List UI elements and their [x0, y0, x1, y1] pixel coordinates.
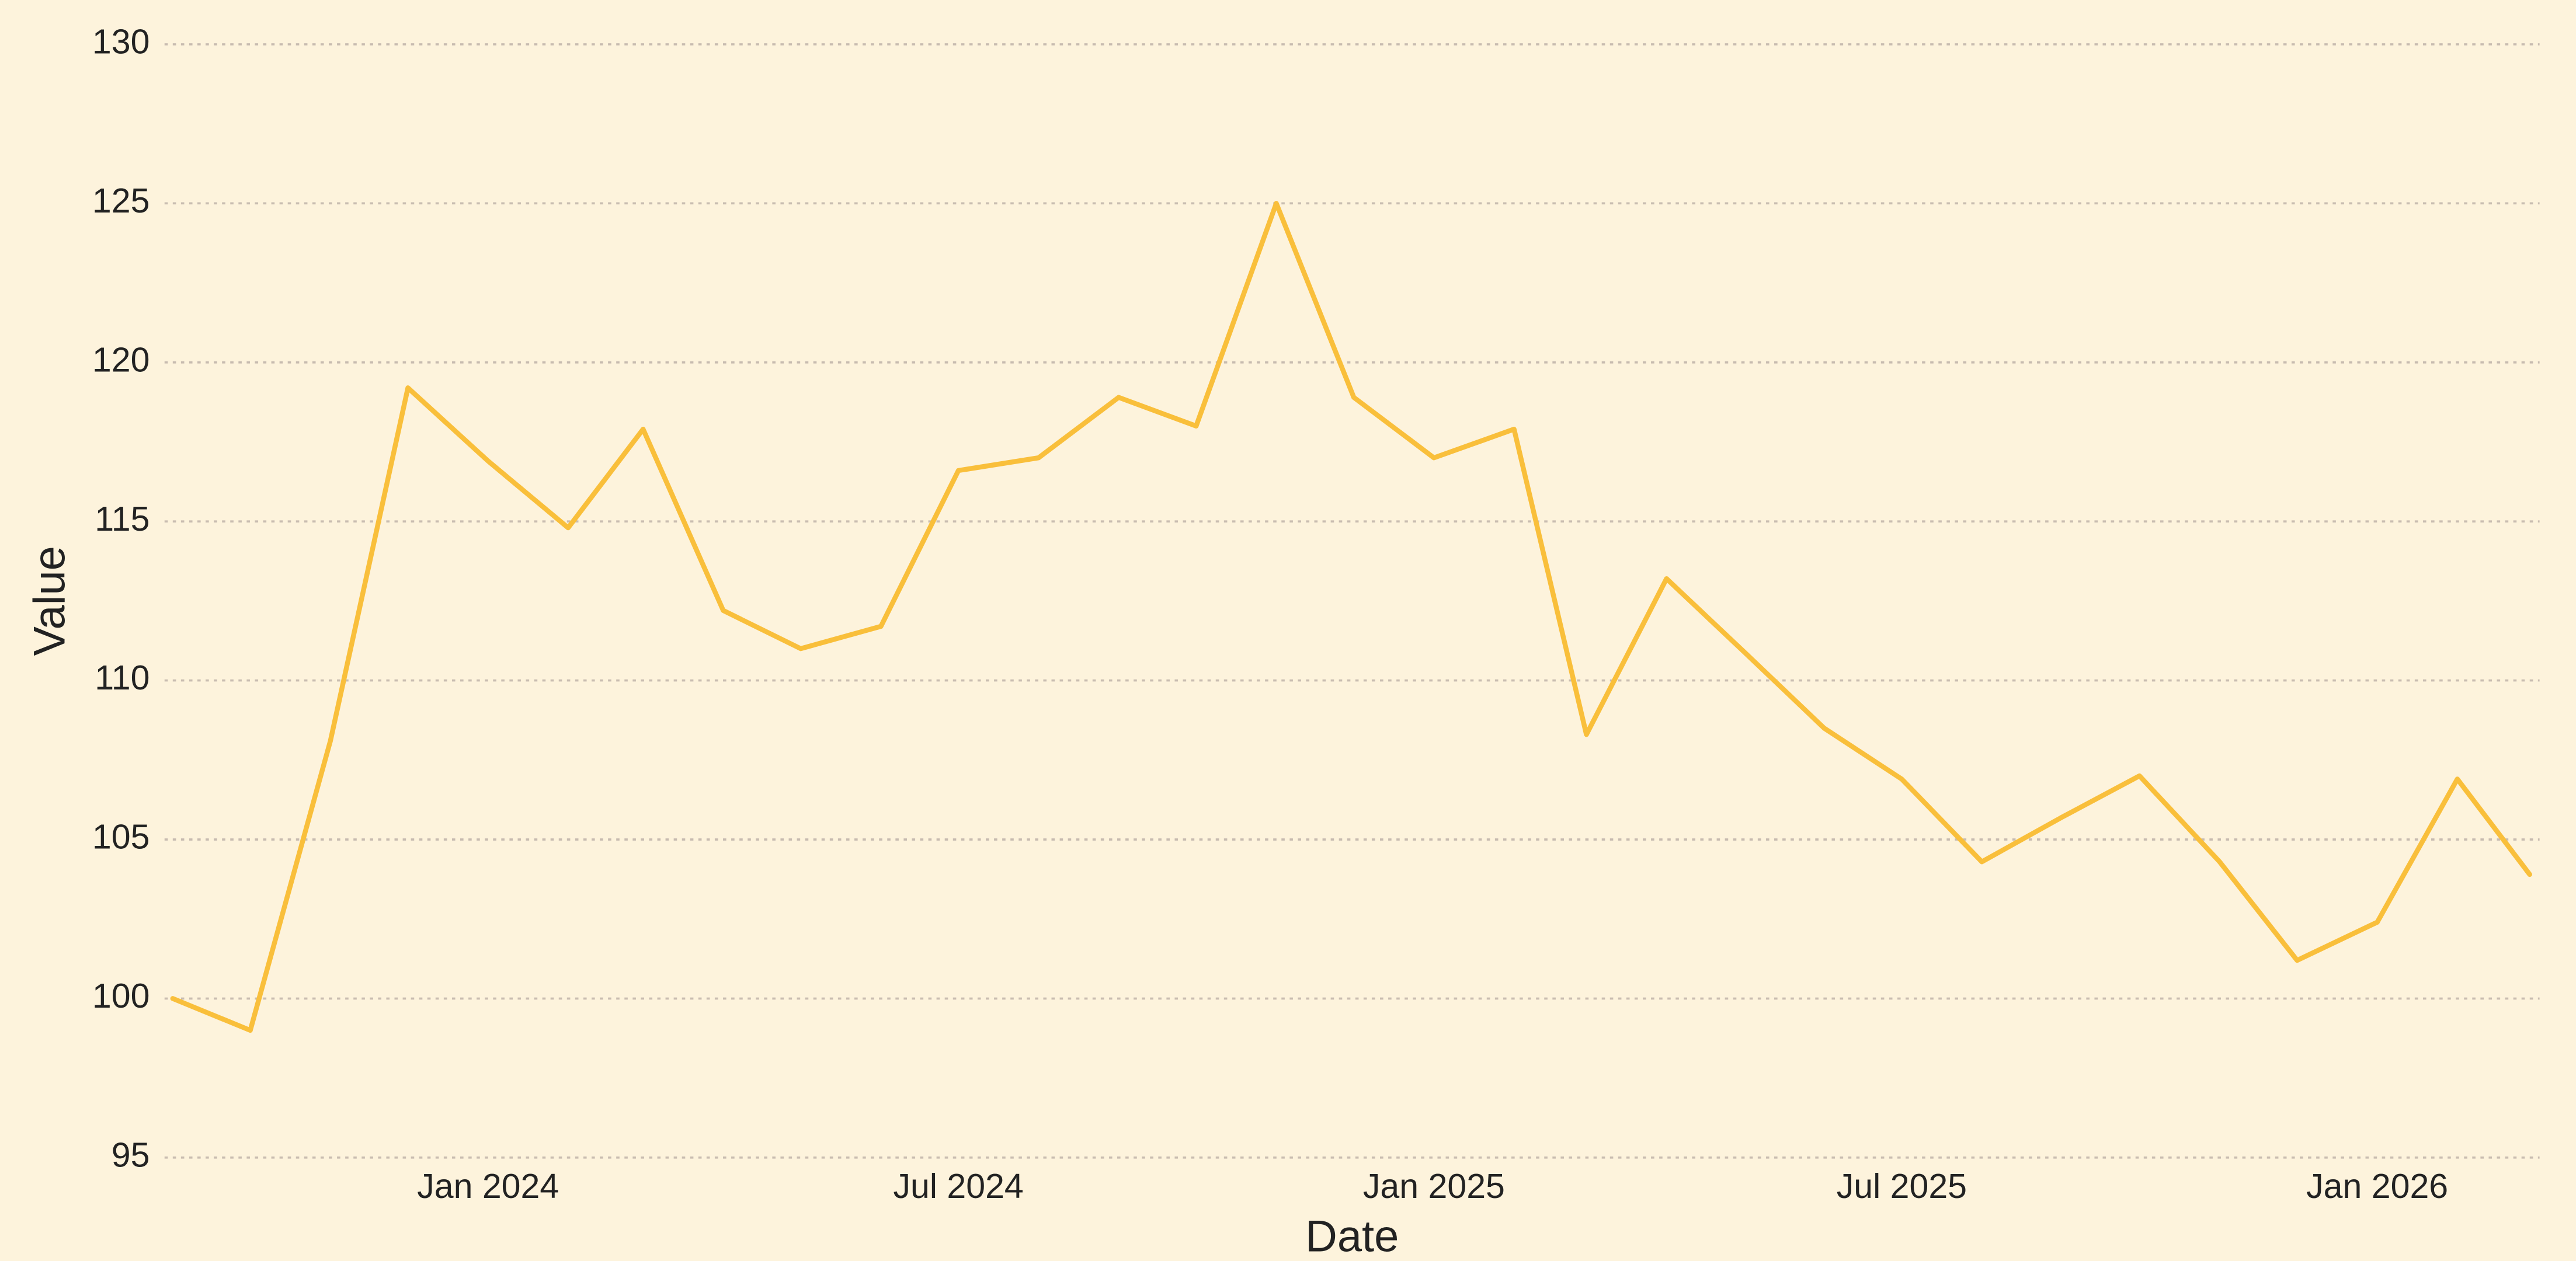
x-tick-label: Jul 2025	[1837, 1167, 1967, 1206]
y-tick-label: 95	[112, 1135, 150, 1174]
y-axis-label: Value	[25, 546, 75, 656]
data-line	[170, 201, 2532, 1033]
y-tick-label: 130	[92, 23, 150, 61]
y-tick-label: 120	[92, 340, 150, 379]
x-tick-label: Jul 2024	[894, 1167, 1024, 1206]
x-tick-label: Jan 2025	[1363, 1167, 1505, 1206]
y-tick-label: 110	[95, 659, 150, 697]
x-tick-label: Jan 2024	[417, 1167, 559, 1206]
x-tick-label: Jan 2026	[2306, 1167, 2448, 1206]
y-tick-label: 100	[92, 977, 150, 1015]
x-axis-label: Date	[1305, 1212, 1399, 1261]
y-tick-label: 115	[95, 500, 150, 538]
y-tick-label: 125	[92, 182, 150, 220]
y-tick-label: 105	[92, 818, 150, 856]
